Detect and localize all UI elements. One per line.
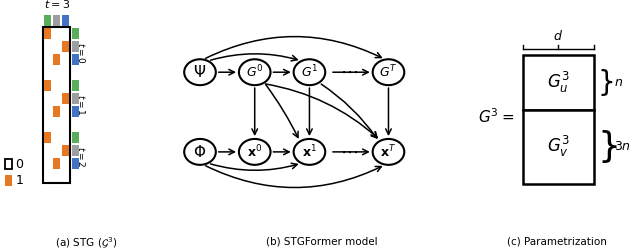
Text: $G^3=$: $G^3=$ (479, 108, 515, 126)
Text: $t=0$: $t=0$ (76, 42, 87, 64)
Bar (44, 27, 70, 183)
Bar (524, 55, 594, 110)
Text: (b) STGFormer model: (b) STGFormer model (266, 237, 378, 247)
Bar (5, 175, 12, 186)
Text: 0: 0 (15, 158, 24, 171)
Bar (72, 80, 79, 91)
Bar (524, 110, 594, 184)
Text: $d$: $d$ (554, 29, 563, 43)
Bar (72, 106, 79, 117)
Bar (53, 54, 61, 65)
Text: $\mathbf{x}^1$: $\mathbf{x}^1$ (302, 144, 317, 160)
Text: $G^1$: $G^1$ (301, 64, 318, 80)
Text: $\mathbf{x}^T$: $\mathbf{x}^T$ (380, 144, 397, 160)
Bar (62, 93, 70, 104)
Bar (44, 80, 51, 91)
Bar (72, 145, 79, 156)
Text: $\cdots$: $\cdots$ (340, 143, 358, 161)
Bar (72, 158, 79, 169)
Bar (62, 41, 70, 52)
Text: $G_v^3$: $G_v^3$ (547, 134, 570, 159)
Bar (5, 159, 12, 169)
Bar (72, 132, 79, 143)
Bar (53, 106, 61, 117)
Bar (44, 15, 51, 26)
Text: $3n$: $3n$ (614, 140, 632, 153)
Bar (44, 28, 51, 39)
Bar (72, 41, 79, 52)
Text: $\}$: $\}$ (596, 128, 618, 165)
Text: (a) STG ($\mathcal{G}^3$): (a) STG ($\mathcal{G}^3$) (55, 235, 118, 249)
Text: $G^0$: $G^0$ (246, 64, 264, 80)
Bar (72, 93, 79, 104)
Text: $G^T$: $G^T$ (380, 64, 397, 80)
Text: $G_u^3$: $G_u^3$ (547, 70, 570, 95)
Text: $\}$: $\}$ (596, 67, 613, 98)
Text: $t=3$: $t=3$ (44, 0, 70, 10)
Text: $\cdots$: $\cdots$ (340, 63, 358, 81)
Text: $\Psi$: $\Psi$ (193, 64, 207, 80)
Text: $\Phi$: $\Phi$ (193, 144, 207, 160)
Bar (62, 145, 70, 156)
Bar (53, 15, 61, 26)
Bar (53, 158, 61, 169)
Bar (72, 54, 79, 65)
Text: 1: 1 (15, 174, 24, 187)
Bar (44, 132, 51, 143)
Bar (62, 15, 70, 26)
Text: (c) Parametrization: (c) Parametrization (507, 237, 607, 247)
Text: $t=1$: $t=1$ (76, 94, 87, 116)
Text: $n$: $n$ (614, 76, 623, 89)
Bar (72, 28, 79, 39)
Text: $t=2$: $t=2$ (76, 146, 87, 168)
Text: $\mathbf{x}^0$: $\mathbf{x}^0$ (247, 144, 262, 160)
